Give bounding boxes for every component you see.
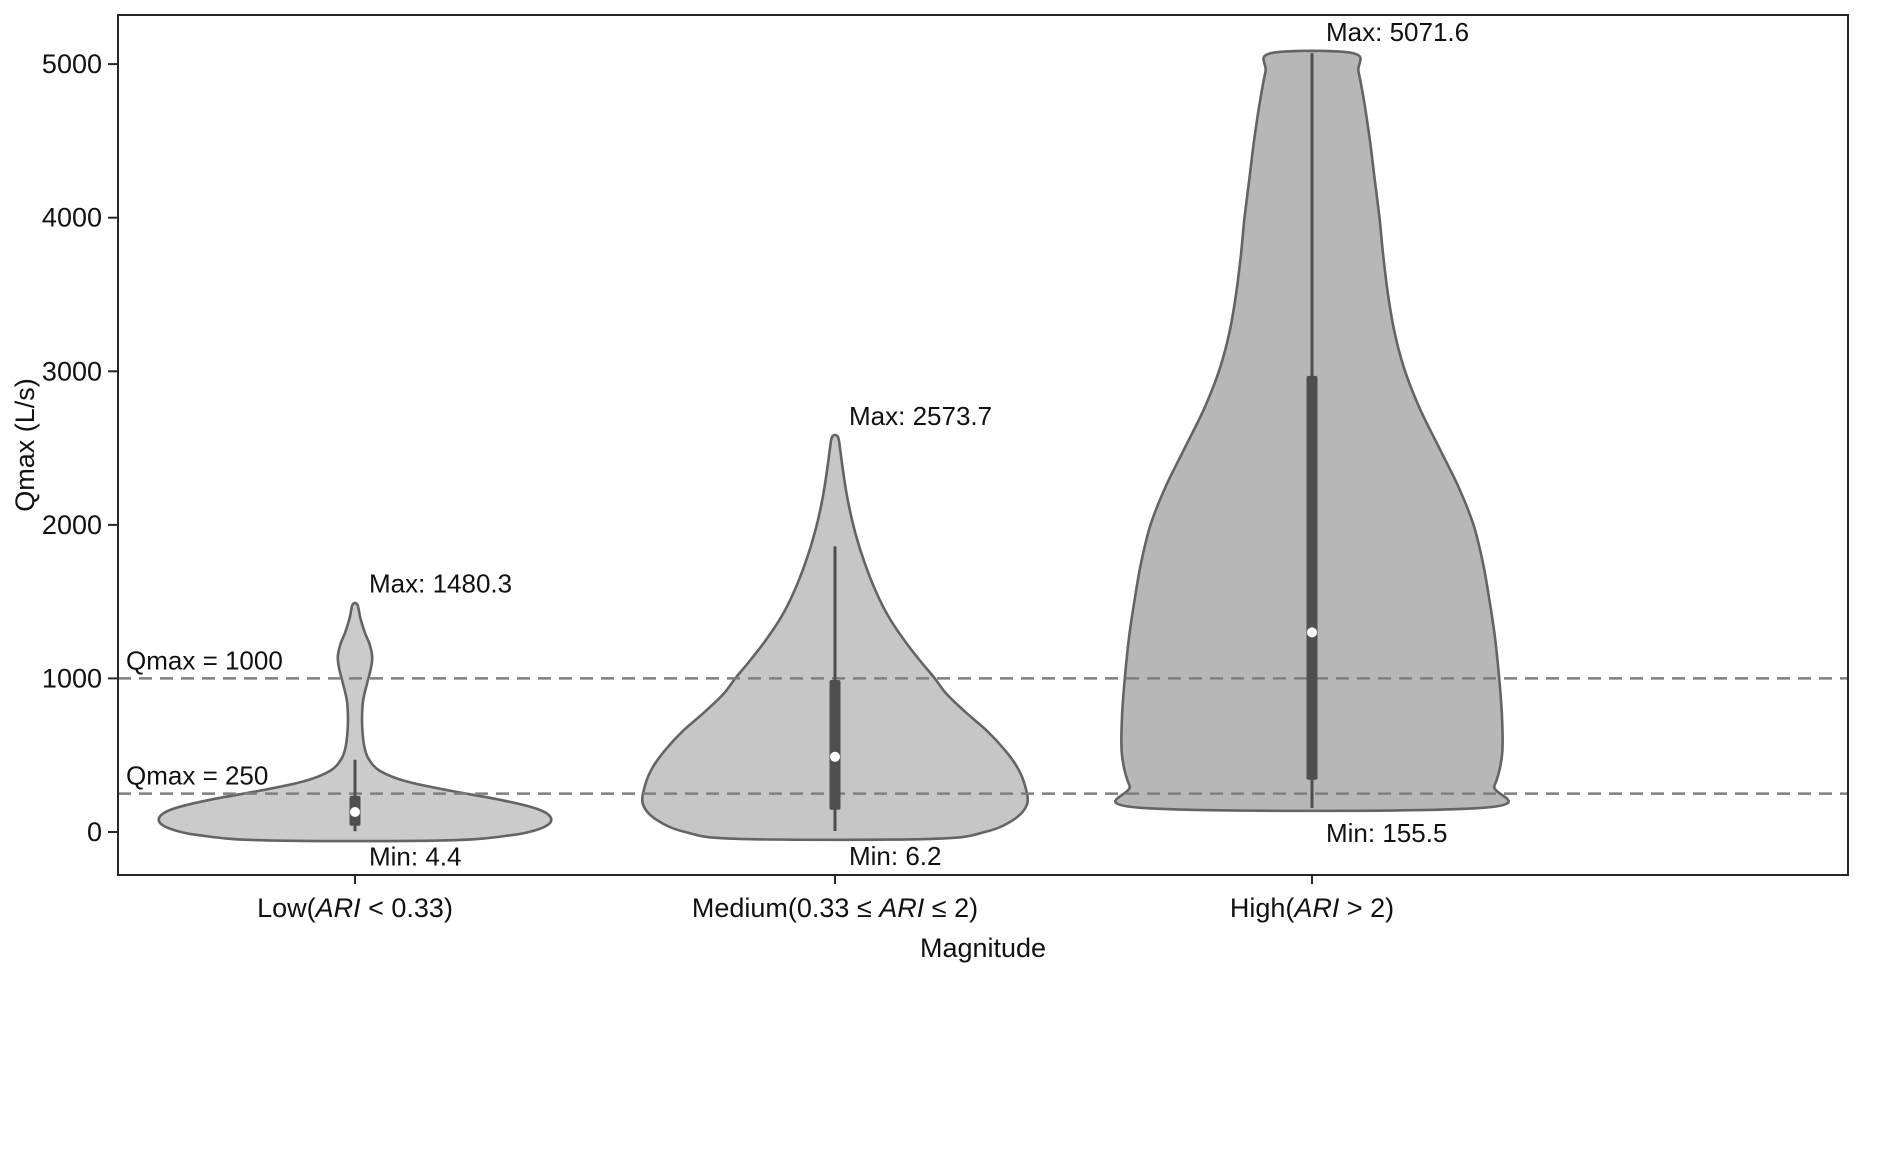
y-axis-title: Qmax (L/s) <box>10 378 40 512</box>
y-tick-label-0: 0 <box>87 817 102 847</box>
reference-lines-layer <box>118 677 1848 795</box>
median-dot-2 <box>1307 627 1317 638</box>
x-tick-label-part: ) <box>1385 893 1394 923</box>
x-tick-label-part: 0.33 ≤ <box>797 893 879 923</box>
text-layer: Qmax = 1000 Qmax = 250 Max: 1480.3 Min: 4.4… <box>10 17 1469 963</box>
x-tick-label-part: > 2 <box>1339 893 1385 923</box>
max-annotation-1: Max: 2573.7 <box>849 401 992 431</box>
x-tick-label-part: ARI <box>877 893 925 923</box>
max-annotation-2: Max: 5071.6 <box>1326 17 1469 47</box>
x-tick-label-2: High(ARI > 2) <box>1230 893 1394 923</box>
x-tick-label-1: Medium(0.33 ≤ ARI ≤ 2) <box>692 893 978 923</box>
median-dot-1 <box>830 751 840 762</box>
x-tick-label-part: High( <box>1230 893 1295 923</box>
x-tick-label-part: Low( <box>257 893 316 923</box>
y-tick-label-3000: 3000 <box>42 356 102 386</box>
reference-line-label-1000: Qmax = 1000 <box>126 645 283 675</box>
x-tick-label-part: ARI <box>1292 893 1340 923</box>
axes-layer <box>108 14 1849 884</box>
median-dot-0 <box>350 807 360 817</box>
x-tick-label-part: ) <box>969 893 978 923</box>
y-tick-label-4000: 4000 <box>42 203 102 233</box>
x-tick-label-0: Low(ARI < 0.33) <box>257 893 453 923</box>
iqr-box-1 <box>829 680 841 810</box>
min-annotation-0: Min: 4.4 <box>369 841 462 871</box>
x-tick-label-part: ) <box>444 893 453 923</box>
iqr-box-2 <box>1306 375 1318 780</box>
min-annotation-1: Min: 6.2 <box>849 841 942 871</box>
boxplots-layer <box>349 53 1318 832</box>
x-tick-label-part: Medium( <box>692 893 797 923</box>
plot-frame <box>117 14 1849 876</box>
y-tick-label-2000: 2000 <box>42 510 102 540</box>
violin-0 <box>157 601 553 843</box>
x-tick-label-part: < 0.33 <box>361 893 444 923</box>
x-axis-title: Magnitude <box>920 933 1046 963</box>
max-annotation-0: Max: 1480.3 <box>369 569 512 599</box>
reference-line-label-250: Qmax = 250 <box>126 761 268 791</box>
x-tick-label-part: ≤ 2 <box>924 893 969 923</box>
y-tick-label-5000: 5000 <box>42 49 102 79</box>
y-tick-label-1000: 1000 <box>42 663 102 693</box>
x-tick-label-part: ARI <box>314 893 362 923</box>
min-annotation-2: Min: 155.5 <box>1326 818 1447 848</box>
